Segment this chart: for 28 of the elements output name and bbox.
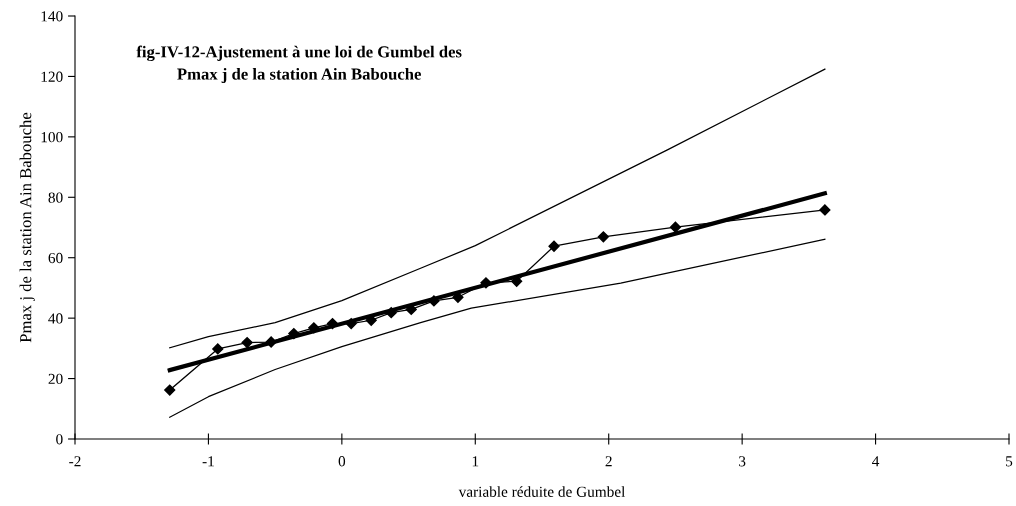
x-tick-label: 3	[739, 456, 746, 467]
text: fig-IV-12-Ajustement à une loi de Gumbel des Pmax j de la station Ain Babouche	[136, 45, 462, 84]
point	[241, 337, 253, 349]
y-tick-label: 0	[56, 434, 63, 445]
point	[819, 204, 831, 216]
point	[212, 343, 224, 355]
point	[548, 240, 560, 252]
y-tick-label: 20	[48, 373, 63, 385]
x-tick-label: 2	[605, 456, 612, 467]
line-series	[169, 238, 826, 418]
y-tick-label: 100	[41, 132, 63, 143]
y-axis-title: Pmax j de la station Ain Babouche	[19, 112, 35, 343]
x-axis-title: variable réduite de Gumbel	[458, 486, 626, 497]
y-tick-label: 80	[48, 192, 63, 203]
y-tick-label: 140	[41, 11, 63, 22]
line-series	[169, 68, 826, 349]
point	[597, 231, 609, 243]
y-tick-label: 60	[48, 252, 63, 264]
y-tick-label: 120	[41, 71, 63, 82]
y-tick-label: 40	[48, 313, 63, 324]
x-tick-label: -2	[69, 456, 81, 467]
x-tick-label: 4	[872, 456, 880, 467]
x-tick-label: 1	[472, 456, 479, 467]
x-tick-label: 5	[1006, 456, 1013, 467]
point	[164, 384, 176, 396]
x-tick-label: 0	[338, 456, 346, 467]
x-tick-label: -1	[202, 456, 214, 467]
point	[669, 221, 682, 233]
